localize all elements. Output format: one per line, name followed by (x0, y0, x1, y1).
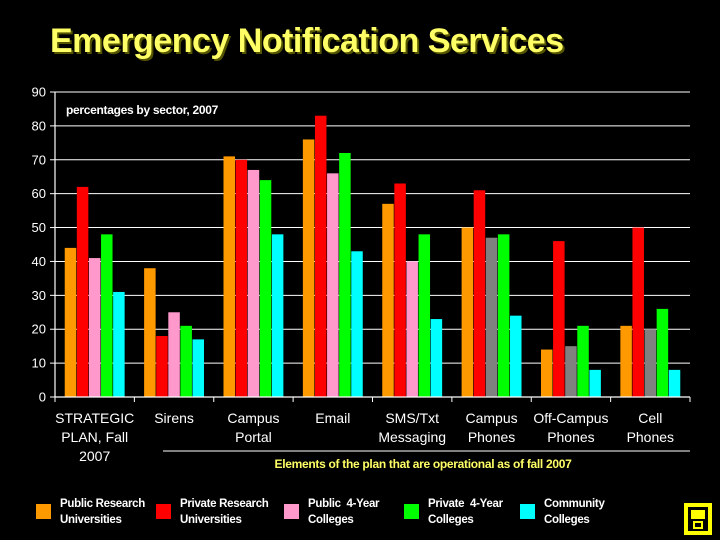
bar (64, 247, 77, 397)
legend-label: Public 4-Year Colleges (308, 496, 408, 528)
legend-swatch (404, 504, 419, 519)
bar (510, 315, 522, 397)
y-tick-label: 60 (32, 186, 46, 201)
bar (620, 325, 632, 397)
bar (76, 186, 89, 397)
x-tick-label: Campus Portal (227, 410, 279, 445)
chart-legend: Public Research Universities Private Resea… (36, 496, 656, 532)
bar (192, 339, 205, 397)
bar (418, 234, 431, 397)
bar (168, 312, 180, 397)
legend-label-line: Colleges (308, 514, 354, 526)
y-tick-label: 70 (32, 152, 46, 167)
legend-label-line: Public Research (60, 498, 145, 510)
bar (485, 237, 498, 397)
x-axis-title: Elements of the plan that are operationa… (275, 457, 573, 471)
bar (88, 258, 101, 397)
bar (394, 183, 406, 397)
x-tick-label: Off-Campus Phones (533, 410, 608, 445)
y-tick-label: 10 (32, 356, 46, 371)
bar (577, 325, 589, 397)
legend-swatch (36, 504, 51, 519)
legend-label-line: Public 4-Year (308, 498, 380, 510)
y-tick-label: 40 (32, 254, 46, 269)
legend-swatch (156, 504, 171, 519)
bar (180, 325, 192, 397)
bar (271, 234, 284, 397)
bar (101, 234, 113, 397)
bar (223, 156, 235, 397)
legend-label: Community Colleges (544, 496, 644, 528)
legend-swatch (520, 504, 535, 519)
bar (113, 291, 125, 397)
bar (589, 369, 601, 397)
bar (327, 173, 339, 397)
bar (553, 241, 565, 397)
bar (382, 203, 394, 397)
chart-svg: 0 10 20 30 40 50 60 70 80 90 STRATEGIC PLAN, Fall 20… (32, 85, 691, 471)
y-tick-label: 90 (32, 85, 46, 100)
x-tick-label: Cell Phones (627, 410, 674, 445)
bar (540, 349, 553, 397)
bar (632, 227, 644, 397)
legend-label-line: Universities (180, 514, 242, 526)
bar-chart: 0 10 20 30 40 50 60 70 80 90 STRATEGIC PLAN, Fall 20… (0, 78, 720, 478)
bar (497, 234, 510, 397)
bar (406, 261, 418, 397)
bar (339, 153, 351, 397)
bar (314, 115, 327, 397)
x-tick-label: STRATEGIC PLAN, Fall 2007 (55, 410, 134, 464)
bar (565, 346, 577, 397)
legend-label-line: Colleges (544, 514, 590, 526)
legend-swatch (284, 504, 299, 519)
bar (156, 336, 168, 397)
bar (644, 329, 657, 397)
bar (259, 180, 272, 397)
legend-label-line: Private Research (180, 498, 269, 510)
legend-label-line: Colleges (428, 514, 474, 526)
bar (461, 227, 474, 397)
legend-label: Private 4-Year Colleges (428, 496, 528, 528)
x-tick-label: Campus Phones (465, 410, 517, 445)
chart-subtitle: percentages by sector, 2007 (66, 103, 219, 117)
y-tick-label: 50 (32, 220, 46, 235)
bar (302, 139, 315, 397)
bar (430, 319, 443, 397)
bar (247, 169, 260, 397)
y-tick-label: 20 (32, 322, 46, 337)
bar (656, 308, 669, 397)
x-tick-label: SMS/Txt Messaging (378, 410, 446, 445)
bar (668, 369, 681, 397)
bar (473, 190, 486, 397)
y-tick-label: 0 (39, 390, 46, 405)
x-tick-label: Email (315, 410, 350, 426)
bar (144, 268, 156, 397)
y-tick-label: 80 (32, 118, 46, 133)
bar (235, 159, 248, 397)
slide-title: Emergency Notification Services (50, 22, 564, 60)
legend-label: Private Research Universities (180, 496, 280, 528)
x-tick-label: Sirens (154, 410, 194, 426)
legend-label: Public Research Universities (60, 496, 160, 528)
bar (351, 251, 363, 397)
phone-booth-icon (684, 503, 712, 535)
legend-label-line: Universities (60, 514, 122, 526)
legend-label-line: Community (544, 498, 605, 510)
legend-label-line: Private 4-Year (428, 498, 503, 510)
y-tick-label: 30 (32, 288, 46, 303)
